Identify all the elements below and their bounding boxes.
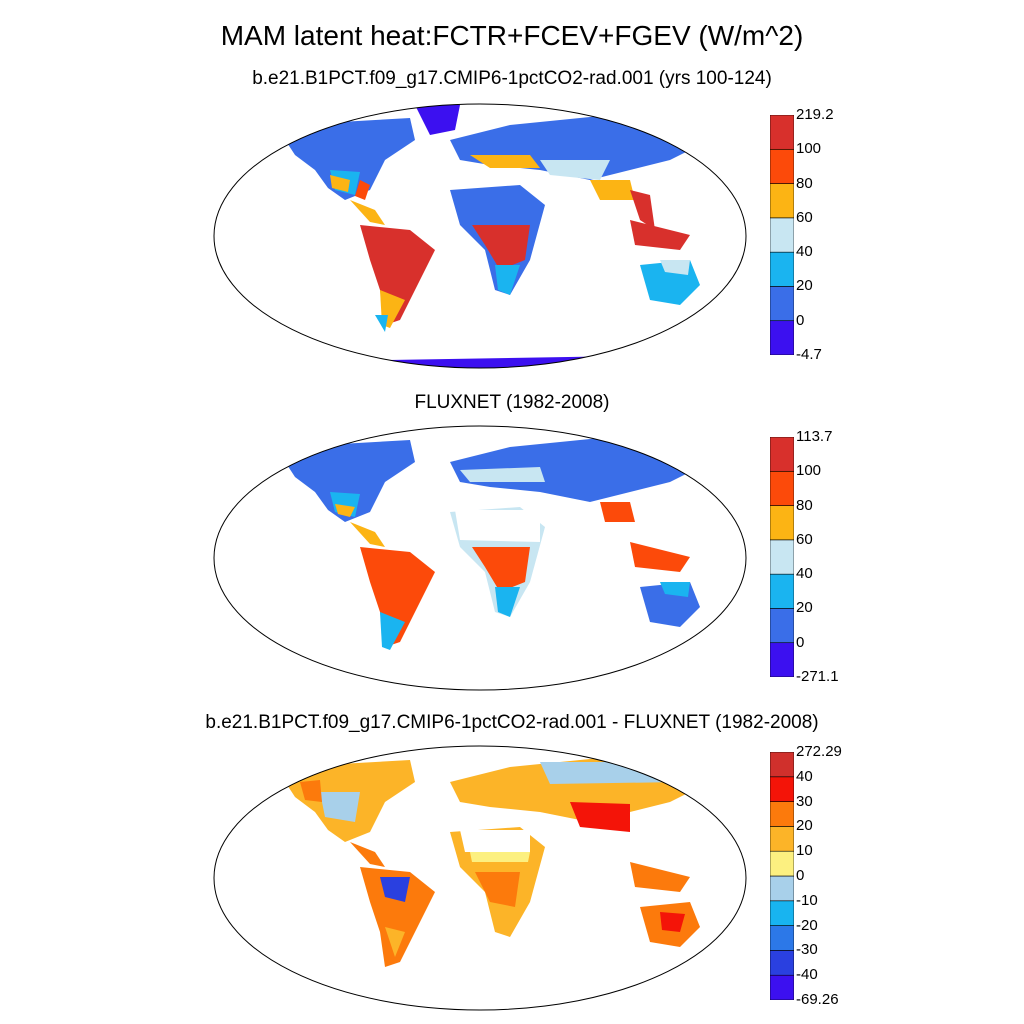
colorbar-swatch	[770, 875, 794, 902]
panel-3-colorbar	[770, 752, 794, 1000]
colorbar-swatch	[770, 850, 794, 877]
colorbar-label: 219.2	[796, 106, 834, 123]
colorbar-swatch	[770, 974, 794, 1000]
colorbar-swatch	[770, 925, 794, 951]
colorbar-swatch	[770, 505, 794, 541]
colorbar-label: 0	[796, 311, 805, 329]
colorbar-label: 40	[796, 243, 813, 261]
colorbar-label: 60	[796, 208, 813, 226]
colorbar-label: -4.7	[796, 346, 822, 363]
colorbar-swatch	[770, 115, 794, 150]
colorbar-label: 40	[796, 767, 813, 785]
panel-1-colorbar	[770, 115, 794, 355]
colorbar-label: 113.7	[796, 428, 833, 445]
colorbar-label: 80	[796, 496, 813, 514]
colorbar-swatch	[770, 826, 794, 852]
colorbar-swatch	[770, 470, 794, 506]
colorbar-swatch	[770, 148, 794, 184]
colorbar-swatch	[770, 437, 794, 472]
panel-1-map	[213, 103, 747, 369]
colorbar-label: 20	[796, 817, 813, 835]
colorbar-label: -69.26	[796, 991, 839, 1008]
colorbar-label: -20	[796, 916, 818, 934]
colorbar-swatch	[770, 801, 794, 827]
north-america	[280, 118, 415, 200]
colorbar-label: 100	[796, 462, 822, 480]
panel-3-map	[213, 745, 747, 1011]
colorbar-label: 40	[796, 565, 813, 583]
colorbar-label: 10	[796, 842, 813, 860]
panel-3-title: b.e21.B1PCT.f09_g17.CMIP6-1pctCO2-rad.00…	[205, 712, 819, 733]
north-america	[280, 440, 415, 522]
colorbar-label: 0	[796, 633, 805, 651]
colorbar-label: -271.1	[796, 668, 839, 685]
colorbar-swatch	[770, 573, 794, 609]
colorbar-swatch	[770, 608, 794, 644]
colorbar-swatch	[770, 642, 794, 677]
panel-2-map	[213, 425, 747, 691]
colorbar-swatch	[770, 539, 794, 575]
colorbar-swatch	[770, 950, 794, 976]
panel-1-title: b.e21.B1PCT.f09_g17.CMIP6-1pctCO2-rad.00…	[252, 68, 772, 89]
colorbar-label: -40	[796, 966, 818, 984]
colorbar-label: 60	[796, 530, 813, 548]
colorbar-swatch	[770, 286, 794, 322]
colorbar-label: 100	[796, 140, 822, 158]
panel-2-title: FLUXNET (1982-2008)	[414, 392, 610, 413]
colorbar-label: -30	[796, 941, 818, 959]
figure-title: MAM latent heat:FCTR+FCEV+FGEV (W/m^2)	[220, 20, 804, 51]
colorbar-label: 30	[796, 792, 813, 810]
colorbar-label: 20	[796, 277, 813, 295]
south-america	[360, 547, 435, 647]
south-america	[360, 225, 435, 325]
greenland	[415, 105, 460, 135]
antarctica	[250, 355, 710, 368]
colorbar-swatch	[770, 183, 794, 219]
colorbar-swatch	[770, 776, 794, 802]
colorbar-swatch	[770, 752, 794, 778]
colorbar-swatch	[770, 320, 794, 355]
colorbar-label: 80	[796, 174, 813, 192]
colorbar-swatch	[770, 251, 794, 287]
south-america	[360, 867, 435, 967]
colorbar-label: 0	[796, 867, 805, 884]
colorbar-label: -10	[796, 891, 818, 909]
colorbar-swatch	[770, 900, 794, 926]
colorbar-label: 272.29	[796, 743, 842, 760]
colorbar-swatch	[770, 217, 794, 253]
panel-2-colorbar	[770, 437, 794, 677]
colorbar-label: 20	[796, 599, 813, 617]
